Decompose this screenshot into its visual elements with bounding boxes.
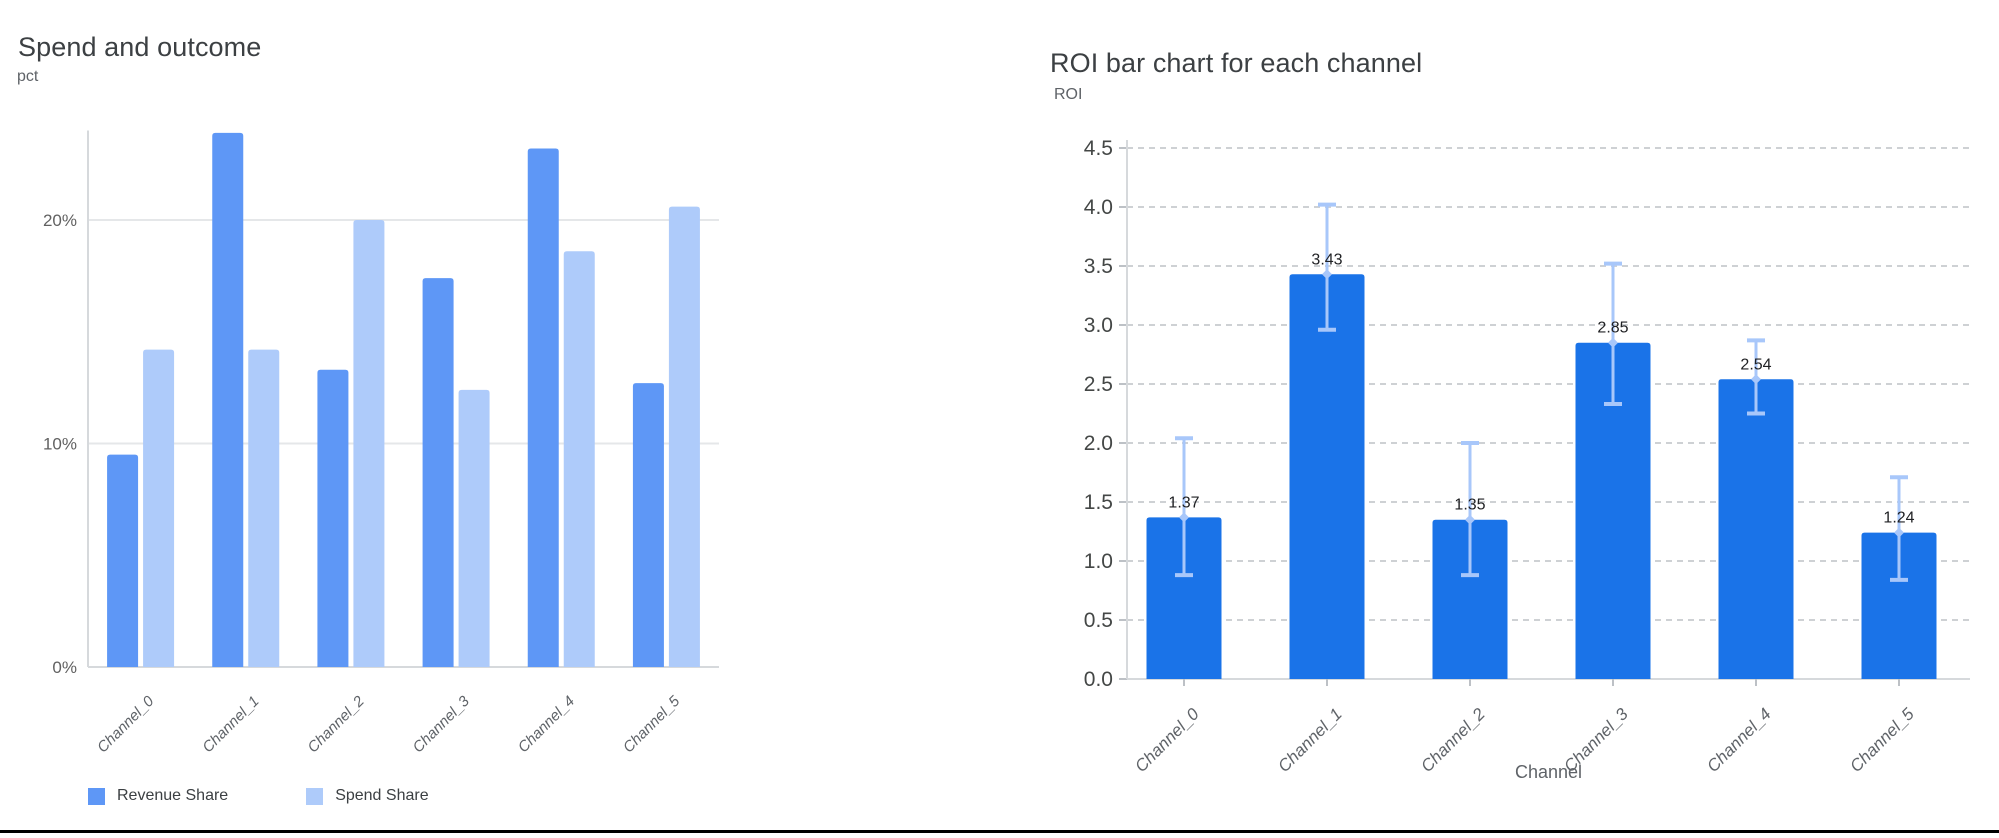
y-tick-label-3.0: 3.0 [1084,314,1113,337]
spend-share-swatch [306,787,324,805]
bar-spend-share-Channel_4[interactable] [563,251,595,668]
bar-spend-share-Channel_3[interactable] [458,389,490,667]
error-bar-marker-Channel_0 [1179,512,1189,523]
y-tick-label-0.5: 0.5 [1084,609,1113,632]
bottom-border-line [0,830,1999,833]
roi-x-axis-title: Channel [1514,762,1583,782]
error-bar-Channel_2 [1461,441,1479,578]
spend-outcome-y-axis-unit: pct [17,68,39,85]
bar-spend-share-Channel_2[interactable] [353,220,385,667]
roi-value-label-Channel_0: 1.37 [1168,494,1199,511]
revenue-share-label: Revenue Share [117,787,229,804]
error-bar-Channel_3 [1604,261,1622,407]
y-tick-label-1.5: 1.5 [1084,491,1113,514]
y-tick-label-10%: 10% [43,435,77,454]
roi-bar-Channel_0[interactable] [1146,517,1222,679]
y-tick-label-4.0: 4.0 [1084,196,1113,219]
error-bar-marker-Channel_2 [1465,514,1475,525]
bar-revenue-share-Channel_1[interactable] [212,132,244,667]
bar-revenue-share-Channel_2[interactable] [317,369,349,667]
roi-bar-Channel_1[interactable] [1289,274,1365,679]
y-tick-label-0%: 0% [52,658,77,677]
y-tick-label-1.0: 1.0 [1084,550,1113,573]
roi-value-label-Channel_2: 1.35 [1454,497,1485,514]
error-bar-marker-Channel_5 [1894,527,1904,538]
roi-value-label-Channel_3: 2.85 [1597,320,1628,337]
roi-bar-Channel_2[interactable] [1432,519,1508,679]
error-bar-Channel_0 [1175,436,1193,578]
bar-revenue-share-Channel_3[interactable] [422,278,454,667]
bar-spend-share-Channel_1[interactable] [248,349,280,667]
revenue-share-swatch [88,787,105,805]
error-bar-marker-Channel_3 [1608,337,1618,348]
y-tick-label-0.0: 0.0 [1084,668,1113,691]
bar-revenue-share-Channel_5[interactable] [632,383,664,667]
roi-value-label-Channel_1: 3.43 [1311,251,1342,268]
roi-chart-title: ROI bar chart for each channel [1050,48,1423,79]
y-tick-label-2.5: 2.5 [1084,373,1113,396]
roi-value-label-Channel_4: 2.54 [1740,356,1771,373]
roi-value-label-Channel_5: 1.24 [1883,510,1914,527]
legend-item-spend-share[interactable]: Spend Share [306,787,429,805]
roi-bar-Channel_4[interactable] [1718,379,1794,679]
spend-share-label: Spend Share [335,787,429,804]
error-bar-marker-Channel_4 [1751,374,1761,385]
error-bar-Channel_5 [1890,475,1908,582]
error-bar-Channel_4 [1747,338,1765,416]
bar-spend-share-Channel_5[interactable] [668,206,700,667]
error-bar-Channel_1 [1318,202,1336,332]
roi-bar-Channel_3[interactable] [1575,342,1651,679]
bar-revenue-share-Channel_0[interactable] [107,454,139,667]
y-tick-label-2.0: 2.0 [1084,432,1113,455]
spend-outcome-legend: Revenue Share Spend Share [88,787,429,805]
error-bar-marker-Channel_1 [1322,269,1332,280]
y-tick-label-4.5: 4.5 [1084,137,1113,160]
legend-item-revenue-share[interactable]: Revenue Share [88,787,228,805]
bar-spend-share-Channel_0[interactable] [143,349,175,667]
spend-outcome-title: Spend and outcome [18,32,262,63]
y-tick-label-20%: 20% [43,211,77,230]
y-tick-label-3.5: 3.5 [1084,255,1113,278]
roi-y-axis-unit: ROI [1054,86,1083,103]
bar-revenue-share-Channel_4[interactable] [527,148,559,668]
roi-bar-Channel_5[interactable] [1861,532,1937,679]
